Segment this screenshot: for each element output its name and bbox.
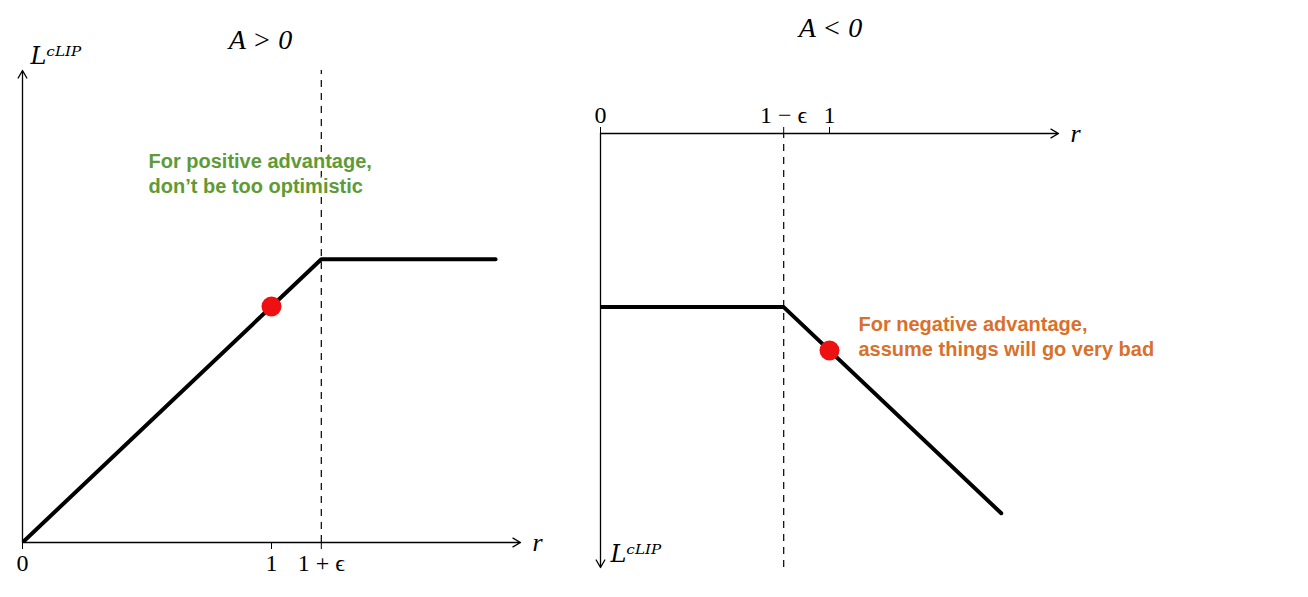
svg-text:1 − ϵ: 1 − ϵ (760, 102, 808, 128)
svg-text:1: 1 (824, 102, 836, 128)
svg-text:For negative advantage,assume: For negative advantage,assume things wil… (859, 313, 1155, 360)
svg-text:For positive advantage,don’t b: For positive advantage,don’t be too opti… (149, 150, 372, 197)
svg-text:0: 0 (595, 102, 607, 128)
svg-text:r: r (1071, 119, 1082, 148)
svg-text:1 + ϵ: 1 + ϵ (298, 550, 346, 576)
svg-text:Lᶜᴸᴵᴾ: Lᶜᴸᴵᴾ (30, 42, 82, 70)
svg-text:A > 0: A > 0 (227, 24, 293, 55)
svg-text:Lᶜᴸᴵᴾ: Lᶜᴸᴵᴾ (610, 540, 662, 568)
svg-text:r: r (533, 528, 544, 557)
svg-text:1: 1 (266, 550, 278, 576)
svg-text:A < 0: A < 0 (797, 12, 863, 43)
svg-text:0: 0 (17, 550, 29, 576)
